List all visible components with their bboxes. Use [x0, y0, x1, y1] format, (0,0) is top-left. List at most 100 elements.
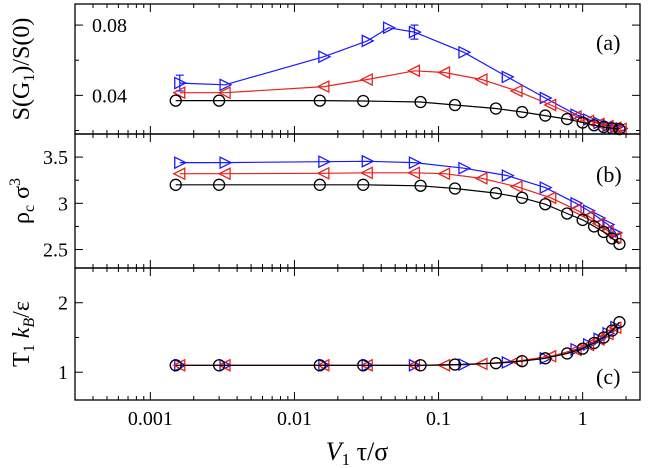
data-point-blue [361, 34, 375, 48]
data-point-black [414, 95, 427, 109]
data-point-red [600, 327, 614, 341]
data-point-black [357, 359, 370, 372]
data-point-black [576, 213, 589, 227]
data-point-black [587, 220, 601, 233]
data-point-black [539, 198, 552, 211]
data-point-blue [408, 25, 422, 39]
data-point-blue [501, 70, 515, 84]
data-point-blue [318, 50, 332, 64]
data-point-blue [539, 181, 553, 195]
data-point-red [437, 167, 451, 181]
series-line-black [175, 99, 620, 130]
data-point-black [489, 357, 503, 370]
data-point-black [560, 112, 574, 126]
series-line-black [175, 321, 620, 366]
data-point-black [414, 179, 427, 192]
data-point-blue [361, 154, 375, 168]
data-point-red [359, 166, 373, 180]
data-point-black [357, 178, 370, 191]
series-line-black [175, 184, 620, 245]
data-point-red [316, 80, 330, 94]
panel-a-marks: 0.04 0.08 [74, 4, 640, 136]
data-point-red [172, 86, 186, 100]
data-point-black [169, 178, 182, 191]
data-point-red [568, 109, 582, 123]
data-point-red [543, 191, 557, 205]
data-point-red [437, 65, 451, 80]
y-tick-label: 3.5 [43, 147, 68, 169]
x-axis-label: V1 τ/σ [326, 437, 389, 468]
panel-a-frame [74, 3, 641, 135]
data-point-blue [219, 156, 233, 170]
data-point-red [172, 167, 186, 181]
y-tick-label: 1 [58, 362, 68, 384]
data-point-blue [174, 156, 188, 170]
data-point-blue [539, 91, 553, 105]
data-point-red [217, 167, 231, 181]
data-point-black [448, 358, 462, 371]
panel-b: 2.5 3 3.5 (b) ρc σ3 [7, 133, 641, 269]
data-point-blue [318, 155, 332, 169]
data-point-red [474, 72, 488, 87]
data-point-red [217, 86, 231, 100]
data-point-blue [501, 169, 515, 183]
data-point-red [509, 84, 523, 98]
data-point-black [587, 119, 601, 132]
series-line-blue [179, 160, 617, 234]
data-point-black [560, 347, 574, 360]
data-point-black [597, 225, 610, 239]
y-tick-label: 0.04 [92, 85, 127, 107]
data-point-black [489, 102, 503, 115]
y-tick-label: 3 [58, 193, 68, 215]
data-point-black [212, 359, 226, 372]
x-tick-label: 0.01 [277, 408, 312, 430]
y-tick-label: 0.08 [92, 15, 127, 37]
data-point-black [560, 207, 574, 220]
data-point-black [313, 94, 326, 107]
data-point-black [515, 191, 529, 204]
data-point-black [576, 342, 589, 355]
data-point-red [613, 122, 627, 136]
data-point-black [576, 116, 589, 129]
panel-c-ylabel: T1 kB/ε [9, 301, 38, 367]
panel-c-label: (c) [596, 364, 620, 389]
panel-b-label: (b) [596, 162, 622, 187]
data-point-black [613, 237, 626, 251]
data-point-blue [408, 156, 422, 170]
data-point-black [414, 359, 427, 372]
data-point-black [597, 120, 610, 134]
data-point-black [597, 331, 610, 344]
data-point-black [515, 354, 529, 368]
data-point-black [313, 359, 326, 372]
data-point-black [539, 109, 552, 122]
data-point-blue [174, 76, 188, 90]
data-point-black [448, 182, 462, 195]
data-point-black [357, 94, 370, 108]
data-point-blue [219, 78, 233, 92]
panel-b-ylabel: ρc σ3 [7, 178, 38, 224]
panel-c-marks: 12 [58, 268, 640, 400]
data-point-black [515, 105, 529, 119]
data-point-red [591, 217, 605, 231]
data-point-red [316, 166, 330, 180]
data-point-blue [382, 21, 397, 35]
x-tick-label: 1 [578, 408, 588, 430]
data-point-black [613, 316, 626, 329]
data-point-red [568, 343, 582, 357]
data-point-black [489, 186, 503, 200]
panel-a-label: (a) [596, 30, 620, 55]
data-point-red [474, 171, 488, 185]
series-line-blue [179, 27, 622, 129]
data-point-black [587, 336, 601, 350]
x-axis: 0.001 0.01 0.1 1 [128, 408, 588, 430]
data-point-black [212, 94, 226, 107]
data-point-red [568, 203, 582, 217]
data-point-red [543, 98, 557, 112]
data-point-blue [458, 161, 472, 175]
panel-b-marks: 2.5 3 3.5 [43, 134, 640, 268]
y-tick-label: 2.5 [43, 240, 68, 262]
data-point-black [605, 324, 619, 337]
data-point-black [313, 178, 326, 191]
data-point-black [539, 352, 552, 365]
